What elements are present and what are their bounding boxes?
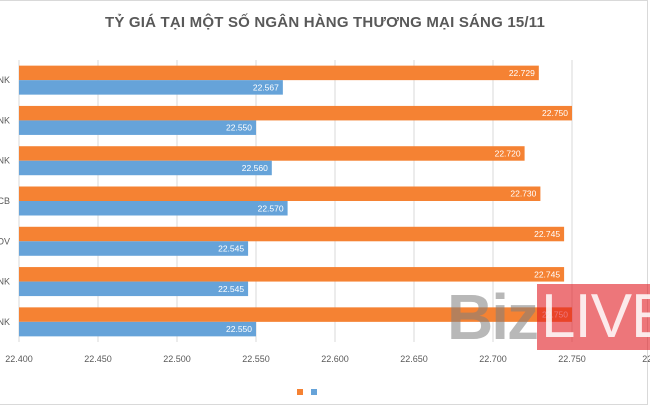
category-label: CB — [0, 196, 10, 206]
bar — [19, 105, 572, 121]
category-label: NK — [0, 75, 10, 85]
bar-value-label: 22.550 — [226, 324, 252, 334]
bar-value-label: 22.560 — [242, 163, 268, 173]
bar — [19, 160, 272, 176]
legend-swatch — [297, 388, 303, 395]
watermark-live-text: LIVE — [541, 282, 650, 351]
x-tick-label: 22.400 — [5, 354, 33, 364]
bar — [19, 80, 283, 95]
chart-title: TỶ GIÁ TẠI MỘT SỐ NGÂN HÀNG THƯƠNG MẠI S… — [104, 14, 546, 31]
bar-value-label: 22.720 — [495, 148, 521, 158]
x-tick-label: 22.550 — [242, 354, 270, 364]
bar — [19, 267, 565, 282]
category-labels: NK NK NK CB OV NK NK — [0, 75, 10, 327]
bar — [19, 120, 256, 135]
bar — [19, 65, 539, 81]
category-label: NK — [0, 115, 10, 125]
x-tick-label: 22.700 — [479, 354, 507, 364]
bar-value-label: 22.545 — [218, 284, 244, 294]
watermark-biz-text: Biz — [447, 281, 539, 353]
bar-value-label: 22.750 — [542, 108, 568, 118]
bar — [19, 281, 249, 297]
bars — [19, 65, 572, 337]
legend-swatch — [311, 388, 317, 395]
category-label: NK — [0, 317, 10, 327]
x-tick-label: 22.650 — [400, 354, 428, 364]
bar-value-label: 22.745 — [534, 269, 560, 279]
bar — [19, 307, 572, 322]
x-tick-label: 22.450 — [84, 354, 112, 364]
bar — [19, 146, 525, 161]
watermark-live-box — [537, 284, 650, 350]
category-label: NK — [0, 277, 10, 287]
bizlive-watermark: Biz LIVE — [447, 282, 650, 352]
bar — [19, 241, 249, 256]
bar-value-label: 22.730 — [510, 189, 536, 199]
bar-value-label: 22.567 — [253, 82, 279, 92]
x-axis-ticks: 22.400 22.450 22.500 22.550 22.600 22.650 22.7… — [5, 354, 650, 364]
x-tick-label: 22.500 — [163, 354, 191, 364]
bar-value-label: 22.729 — [509, 68, 535, 78]
category-label: NK — [0, 156, 10, 166]
bar — [19, 226, 565, 242]
bar-value-label: 22.745 — [534, 229, 560, 239]
legend — [297, 383, 325, 395]
bar-value-label: 22.550 — [226, 123, 252, 133]
category-label: OV — [0, 236, 10, 246]
bar — [19, 186, 541, 201]
bar-value-label: 22.545 — [218, 244, 244, 254]
x-tick-label: 22.8 — [642, 354, 650, 364]
x-tick-label: 22.750 — [558, 354, 586, 364]
bar-value-label: 22.570 — [258, 203, 284, 213]
x-tick-label: 22.600 — [321, 354, 349, 364]
bar — [19, 321, 256, 337]
bar — [19, 201, 288, 216]
